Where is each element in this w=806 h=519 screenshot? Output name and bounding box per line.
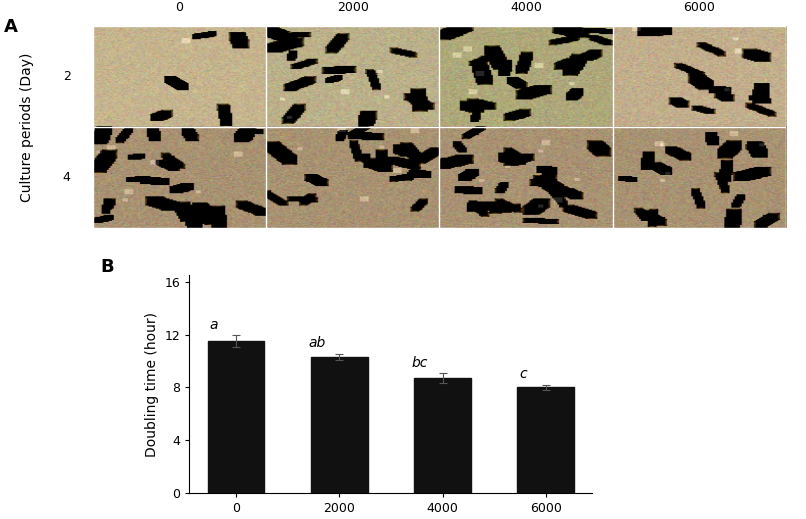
Bar	[517, 387, 574, 493]
Text: 2000: 2000	[337, 1, 368, 14]
Bar	[414, 378, 471, 493]
Text: 6000: 6000	[683, 1, 715, 14]
Text: ab: ab	[308, 336, 326, 350]
Y-axis label: Doubling time (hour): Doubling time (hour)	[145, 311, 159, 457]
Text: A: A	[4, 18, 18, 36]
Bar	[208, 341, 264, 493]
Text: Culture periods (Day): Culture periods (Day)	[20, 52, 34, 202]
Text: a: a	[209, 318, 218, 332]
Text: 2: 2	[63, 70, 71, 83]
Text: 0: 0	[176, 1, 183, 14]
Text: 4000: 4000	[510, 1, 542, 14]
Text: B: B	[101, 257, 114, 276]
Text: 4: 4	[63, 171, 71, 184]
Bar	[311, 357, 368, 493]
Text: c: c	[519, 367, 527, 381]
Text: bc: bc	[412, 356, 428, 370]
